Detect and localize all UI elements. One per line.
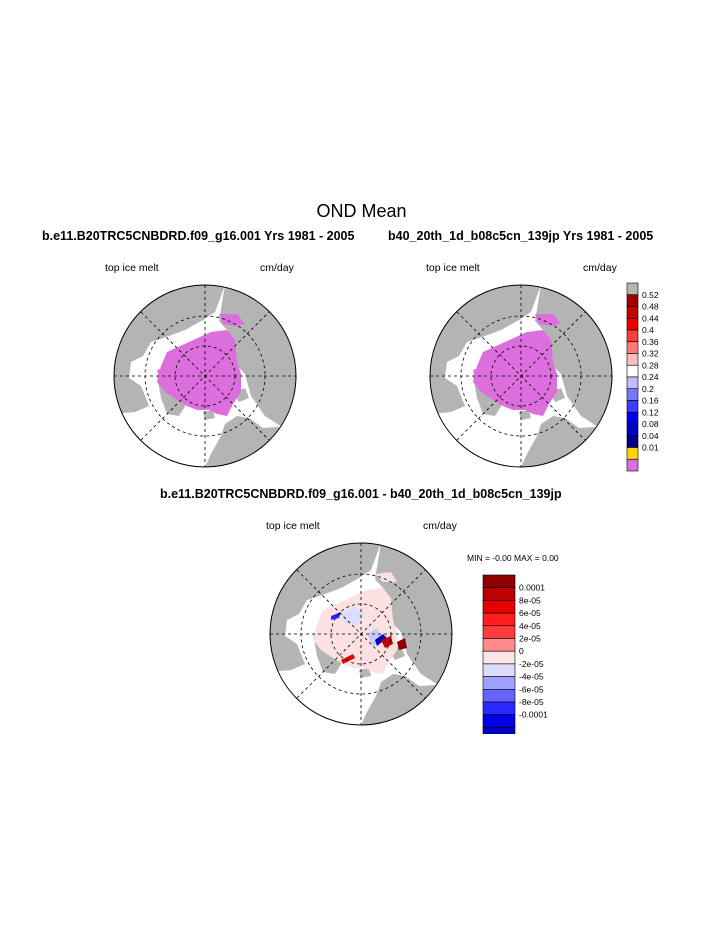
panel-3-units-label: cm/day	[423, 520, 457, 532]
colorbar-diff-tick-label: -4e-05	[519, 672, 544, 682]
colorbar-top-tick-label: 0.01	[642, 443, 659, 453]
colorbar-top-box	[626, 458, 639, 472]
colorbar-top-box	[626, 306, 639, 319]
colorbar-diff-tick-label: 0.0001	[519, 583, 545, 593]
panel-1-units-label: cm/day	[260, 262, 294, 274]
colorbar-diff-box	[482, 701, 516, 715]
colorbar-top-box	[626, 376, 639, 390]
colorbar-top-tick-label: 0.52	[642, 290, 659, 300]
map-border	[113, 284, 297, 468]
colorbar-diff-box	[482, 663, 516, 677]
main-title: OND Mean	[316, 201, 407, 221]
colorbar-diff-box	[482, 600, 516, 614]
diff-negative-patch	[341, 606, 365, 626]
panel-3-title: b.e11.B20TRC5CNBDRD.f09_g16.001 - b40_20…	[160, 487, 562, 501]
panel-2-title: b40_20th_1d_b08c5cn_139jp Yrs 1981 - 200…	[388, 229, 654, 243]
colorbar-diff-box	[482, 638, 516, 652]
colorbar-diff-box	[482, 650, 516, 665]
colorbar-diff-tick-label: 6e-05	[519, 608, 541, 618]
colorbar-top-tick-label: 0.28	[642, 360, 659, 370]
colorbar-top-tick-label: 0.36	[642, 337, 659, 347]
colorbar-top-box	[626, 282, 639, 296]
diff-near-zero-region	[375, 572, 397, 582]
panel-2-map	[429, 284, 613, 468]
diff-positive-patch	[341, 654, 355, 664]
colorbar-top-box	[626, 435, 639, 448]
colorbar-diff-tick-label: 0	[519, 646, 524, 656]
colorbar-diff-tick-label: -8e-05	[519, 697, 544, 707]
colorbar-diff-tick-label: 8e-05	[519, 595, 541, 605]
colorbar-top-box	[626, 411, 639, 425]
colorbar-top-box	[626, 353, 639, 366]
panel-1-title: b.e11.B20TRC5CNBDRD.f09_g16.001 Yrs 1981…	[42, 229, 355, 243]
colorbar-diff-box	[482, 676, 516, 690]
colorbar-top-tick-label: 0.32	[642, 349, 659, 359]
colorbar-top-tick-label: 0.44	[642, 313, 659, 323]
colorbar-top-tick-label: 0.16	[642, 396, 659, 406]
colorbar-diff-tick-label: -2e-05	[519, 659, 544, 669]
colorbar-top-box	[626, 423, 639, 437]
panel-3-map	[269, 542, 453, 726]
map-border	[429, 284, 613, 468]
diff-near-zero-region	[313, 588, 397, 674]
colorbar-top-tick-label: 0.48	[642, 302, 659, 312]
diff-positive-patch	[397, 638, 407, 650]
colorbar-top-box	[626, 447, 639, 460]
colorbar-top-tick-label: 0.08	[642, 419, 659, 429]
colorbar-diff-tick-label: -6e-05	[519, 684, 544, 694]
panel-1-variable-label: top ice melt	[105, 262, 159, 274]
colorbar-diff-box	[482, 574, 516, 588]
colorbar-top-box	[626, 400, 639, 413]
panel-1-map	[113, 284, 297, 468]
colorbar-diff: 0.0001 8e-05 6e-05 4e-05 2e-05 0 -2e-05 -4e-05 -…	[482, 574, 548, 734]
colorbar-top-box	[626, 388, 639, 401]
colorbar-top-box	[626, 341, 639, 354]
colorbar-top-box	[626, 294, 639, 307]
panel-3-minmax: MIN = -0.00 MAX = 0.00	[467, 553, 559, 563]
colorbar-top-tick-label: 0.04	[642, 431, 659, 441]
colorbar-diff-box	[482, 612, 516, 627]
colorbar-diff-tick-label: 2e-05	[519, 634, 541, 644]
map-border	[269, 542, 453, 726]
colorbar-diff-box	[482, 689, 516, 703]
panel-2-units-label: cm/day	[583, 262, 617, 274]
colorbar-diff-box	[482, 587, 516, 601]
colorbar-diff-box	[482, 714, 516, 728]
colorbar-top-tick-label: 0.2	[642, 384, 654, 394]
diff-positive-patch	[381, 636, 393, 648]
colorbar-diff-box	[482, 727, 516, 734]
colorbar-top-tick-label: 0.12	[642, 407, 659, 417]
colorbar-top-box	[626, 317, 639, 331]
colorbar-top-tick-label: 0.4	[642, 325, 654, 335]
colorbar-diff-tick-label: 4e-05	[519, 621, 541, 631]
panel-3-variable-label: top ice melt	[266, 520, 320, 532]
colorbar-diff-box	[482, 625, 516, 639]
colorbar-top: 0.520.480.440.40.360.320.280.240.20.160.…	[626, 282, 659, 472]
colorbar-top-box	[626, 364, 639, 378]
colorbar-top-box	[626, 329, 639, 343]
panel-2-variable-label: top ice melt	[426, 262, 480, 274]
colorbar-top-tick-label: 0.24	[642, 372, 659, 382]
colorbar-diff-tick-label: -0.0001	[519, 710, 548, 720]
